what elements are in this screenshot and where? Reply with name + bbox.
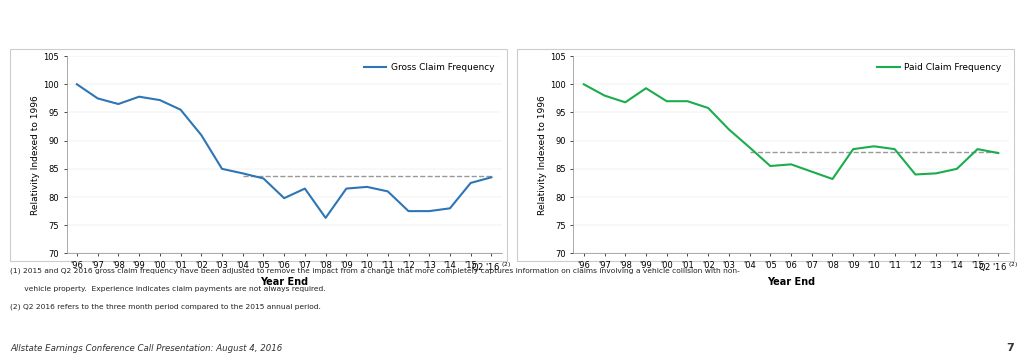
Legend: Gross Claim Frequency: Gross Claim Frequency — [361, 60, 498, 75]
Text: vehicle property.  Experience indicates claim payments are not always required.: vehicle property. Experience indicates c… — [10, 286, 326, 292]
Text: (1) 2015 and Q2 2016 gross claim frequency have been adjusted to remove the impa: (1) 2015 and Q2 2016 gross claim frequen… — [10, 268, 740, 274]
Y-axis label: Relativity Indexed to 1996: Relativity Indexed to 1996 — [32, 95, 40, 215]
Y-axis label: Relativity Indexed to 1996: Relativity Indexed to 1996 — [539, 95, 547, 215]
Text: Allstate Brand Auto Property Damage Gross Frequency – Indexed to 1996$^{(1)}$: Allstate Brand Auto Property Damage Gros… — [45, 26, 472, 41]
Text: (2) Q2 2016 refers to the three month period compared to the 2015 annual period.: (2) Q2 2016 refers to the three month pe… — [10, 304, 322, 310]
Text: Allstate Brand Auto Property Damage Paid Frequency – Indexed to 1996: Allstate Brand Auto Property Damage Paid… — [562, 29, 969, 38]
X-axis label: Year End: Year End — [767, 277, 815, 287]
Text: Allstate Earnings Conference Call Presentation: August 4, 2016: Allstate Earnings Conference Call Presen… — [10, 344, 283, 353]
Legend: Paid Claim Frequency: Paid Claim Frequency — [874, 60, 1005, 75]
Text: 7: 7 — [1006, 343, 1014, 353]
X-axis label: Year End: Year End — [260, 277, 308, 287]
